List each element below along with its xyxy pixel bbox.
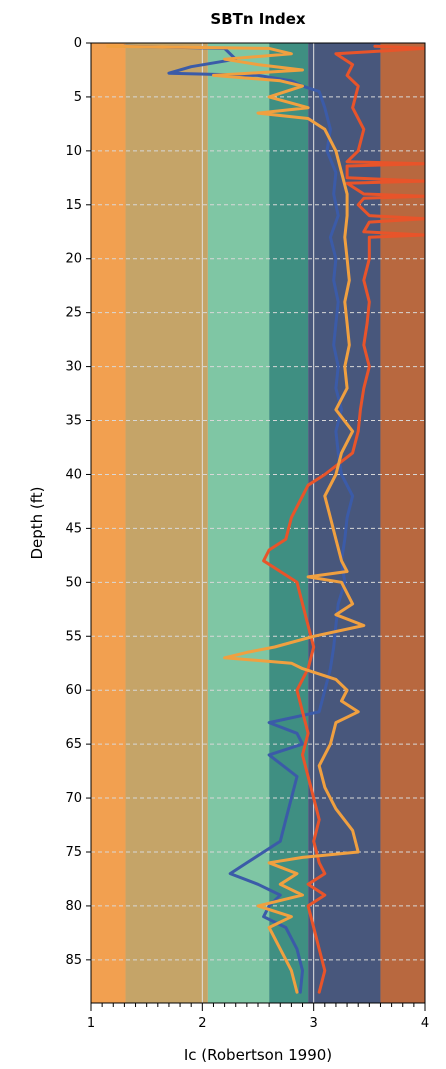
y-tick-label-0: 0 — [74, 36, 82, 51]
zone-band-2 — [125, 43, 208, 1003]
y-tick-label-17: 85 — [65, 953, 82, 968]
y-tick-label-13: 65 — [65, 737, 82, 752]
y-tick-label-8: 40 — [65, 467, 82, 482]
y-tick-label-6: 30 — [65, 360, 82, 375]
chart-title: SBTn Index — [210, 10, 306, 28]
x-tick-label-2: 3 — [310, 1016, 318, 1031]
x-tick-label-1: 2 — [198, 1016, 206, 1031]
y-tick-label-5: 25 — [65, 306, 82, 321]
y-tick-label-4: 20 — [65, 252, 82, 267]
x-axis: 1 2 3 4 — [87, 1003, 429, 1031]
series-line-3 — [106, 44, 366, 994]
y-tick-label-1: 5 — [74, 90, 82, 105]
y-tick-label-2: 10 — [65, 144, 82, 159]
y-axis-label: Depth (ft) — [28, 486, 46, 559]
x-tick-label-3: 4 — [421, 1016, 429, 1031]
series-line-1 — [122, 44, 355, 994]
zone-band-1 — [91, 43, 126, 1003]
y-tick-label-11: 55 — [65, 629, 82, 644]
y-tick-label-10: 50 — [65, 575, 82, 590]
x-axis-label: Ic (Robertson 1990) — [184, 1046, 332, 1064]
zone-band-6 — [380, 43, 425, 1003]
zone-band-5 — [308, 43, 381, 1003]
y-tick-label-9: 45 — [65, 521, 82, 536]
zone-band-3 — [207, 43, 270, 1003]
y-tick-label-15: 75 — [65, 845, 82, 860]
x-tick-label-0: 1 — [87, 1016, 95, 1031]
y-axis: 0 5 10 15 20 25 30 35 40 45 50 55 60 65 70 75 80 85 — [65, 36, 91, 968]
y-tick-label-3: 15 — [65, 198, 82, 213]
series-line-2 — [262, 44, 425, 994]
y-tick-label-16: 80 — [65, 899, 82, 914]
y-tick-label-14: 70 — [65, 791, 82, 806]
series-group — [106, 44, 425, 994]
y-tick-label-7: 35 — [65, 414, 82, 429]
y-tick-label-12: 60 — [65, 683, 82, 698]
zone-bands — [91, 43, 425, 1003]
